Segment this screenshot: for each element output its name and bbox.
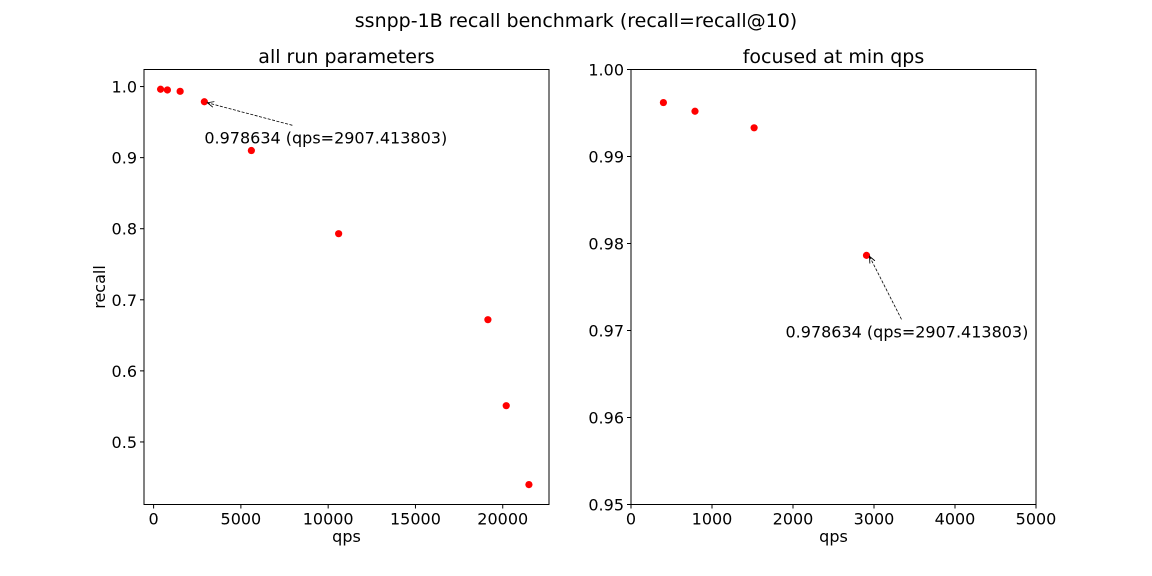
data-point: [691, 107, 699, 115]
data-point: [335, 230, 343, 238]
y-tick-label: 0.7: [112, 291, 137, 310]
chart-title: all run parameters: [258, 46, 434, 68]
annotation-arrow: [870, 256, 902, 320]
figure-title: ssnpp-1B recall benchmark (recall=recall…: [355, 10, 797, 32]
x-axis-label: qps: [332, 527, 361, 546]
annotation-arrow: [207, 103, 293, 126]
y-tick-label: 0.9: [112, 149, 137, 168]
y-tick-label: 0.95: [588, 496, 624, 515]
x-tick-label: 20000: [477, 510, 528, 529]
y-tick-label: 1.00: [588, 61, 624, 80]
data-point: [862, 251, 871, 259]
x-tick-label: 10000: [303, 510, 354, 529]
annotation-label: 0.978634 (qps=2907.413803): [786, 322, 1029, 341]
data-point: [659, 98, 668, 107]
x-axis-label: qps: [819, 527, 848, 546]
data-point: [484, 316, 492, 324]
data-point: [156, 85, 165, 93]
y-tick-label: 0.96: [588, 409, 624, 428]
chart-panel-all-runs: all run parameters 0 5000 10000 15000 20000 0…: [90, 46, 550, 546]
y-tick-label: 0.5: [112, 433, 137, 452]
y-tick-label: 0.99: [588, 148, 624, 167]
x-tick-label: 0: [149, 510, 159, 529]
x-tick-label: 0: [626, 510, 636, 529]
plot-frame: [630, 69, 1037, 505]
x-tick-label: 1000: [692, 510, 733, 529]
data-point: [525, 480, 533, 489]
chart-title: focused at min qps: [743, 46, 925, 68]
x-tick-label: 5000: [1016, 510, 1057, 529]
data-point: [163, 86, 171, 94]
data-point: [200, 98, 208, 106]
x-tick-label: 15000: [390, 510, 441, 529]
y-tick-label: 0.8: [112, 220, 137, 239]
plot-frame: [143, 69, 550, 505]
x-tick-label: 3000: [854, 510, 895, 529]
y-tick-label: 0.98: [588, 235, 624, 254]
data-point: [750, 124, 758, 132]
data-point: [176, 87, 184, 95]
annotation-label: 0.978634 (qps=2907.413803): [204, 128, 447, 147]
y-tick-label: 0.97: [588, 322, 624, 341]
data-point: [247, 146, 255, 155]
y-axis-label: recall: [90, 265, 109, 309]
data-point: [502, 402, 510, 410]
chart-panel-focused: focused at min qps 0 1000 2000 3000 4000 5000…: [588, 46, 1056, 546]
y-tick-label: 1.0: [112, 78, 137, 97]
x-tick-label: 5000: [221, 510, 262, 529]
x-tick-label: 2000: [773, 510, 814, 529]
x-tick-label: 4000: [935, 510, 976, 529]
y-tick-label: 0.6: [112, 362, 137, 381]
